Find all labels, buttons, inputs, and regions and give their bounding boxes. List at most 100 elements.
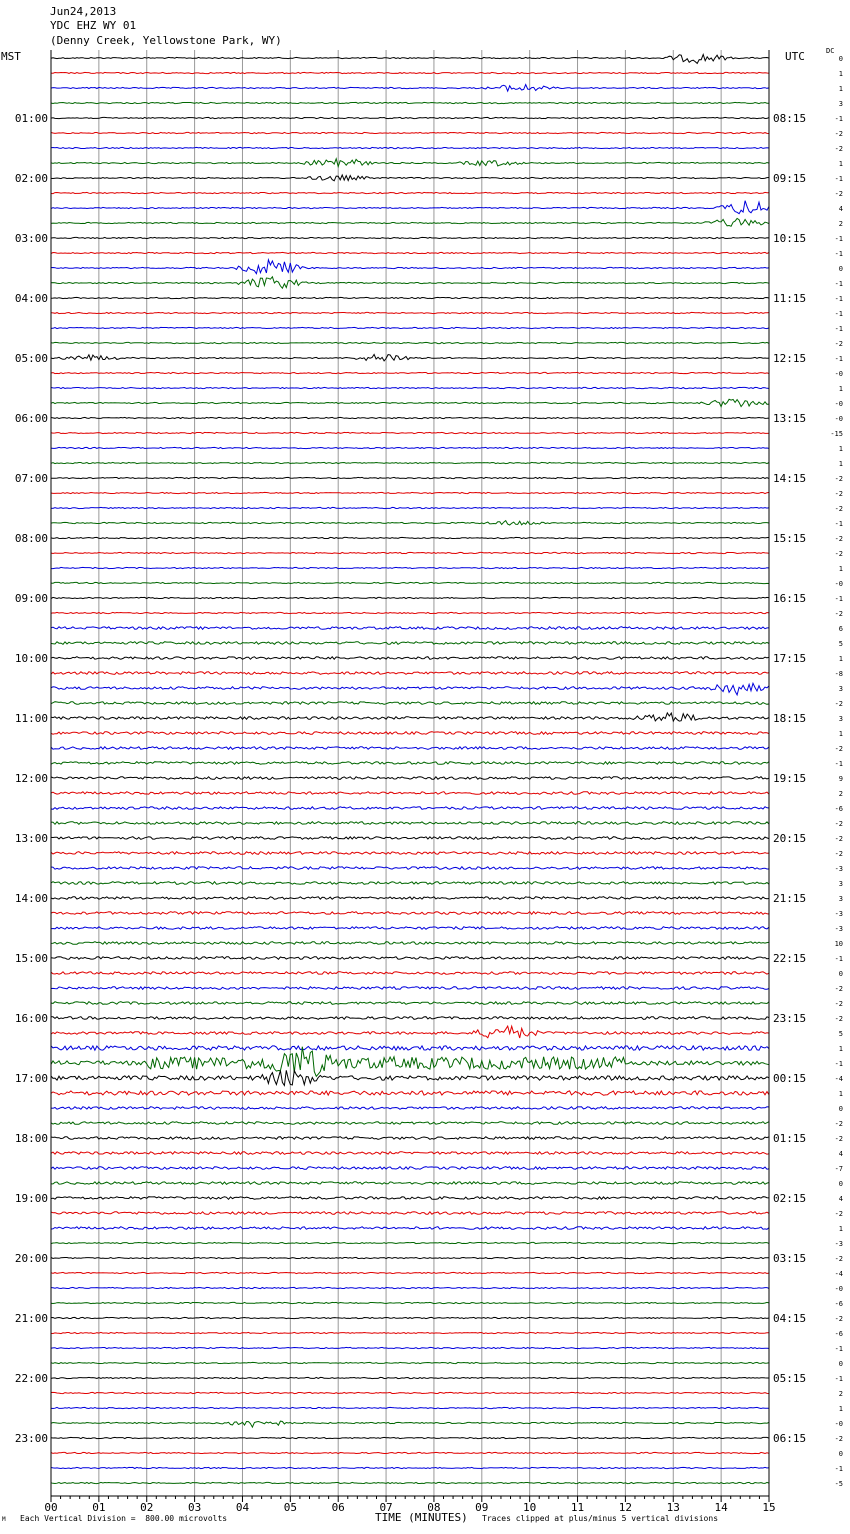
- trace-row-47: [50, 761, 770, 766]
- dc-offset-50: -6: [835, 805, 843, 813]
- trace-row-83: [50, 1301, 770, 1305]
- trace-row-81: [50, 1271, 770, 1275]
- left-time-label: 18:00: [15, 1132, 48, 1145]
- dc-offset-2: 1: [839, 85, 843, 93]
- left-time-label: 11:00: [15, 712, 48, 725]
- x-tick-label: 00: [44, 1501, 57, 1514]
- dc-offset-53: -2: [835, 850, 843, 858]
- dc-offset-87: 0: [839, 1360, 843, 1368]
- dc-offset-26: 1: [839, 445, 843, 453]
- x-tick-label: 06: [332, 1501, 345, 1514]
- trace-row-2: [50, 83, 770, 93]
- trace-row-56: [50, 896, 770, 901]
- trace-row-58: [50, 926, 770, 930]
- trace-row-39: [50, 641, 770, 645]
- dc-offset-38: 6: [839, 625, 843, 633]
- trace-row-87: [50, 1361, 770, 1365]
- left-time-label: 23:00: [15, 1432, 48, 1445]
- dc-offset-18: -1: [835, 325, 843, 333]
- left-time-label: 08:00: [15, 532, 48, 545]
- dc-offset-48: 9: [839, 775, 843, 783]
- dc-offset-67: -1: [835, 1060, 843, 1068]
- dc-offset-75: 0: [839, 1180, 843, 1188]
- right-time-label: 01:15: [773, 1132, 806, 1145]
- dc-offset-83: -6: [835, 1300, 843, 1308]
- trace-row-65: [50, 1024, 770, 1039]
- trace-row-60: [50, 956, 770, 961]
- x-tick-label: 10: [523, 1501, 536, 1514]
- trace-row-24: [50, 416, 770, 420]
- dc-offset-22: 1: [839, 385, 843, 393]
- trace-row-77: [50, 1211, 770, 1215]
- dc-offset-35: -0: [835, 580, 843, 588]
- dc-offset-43: -2: [835, 700, 843, 708]
- dc-offset-45: 1: [839, 730, 843, 738]
- dc-offset-42: 3: [839, 685, 843, 693]
- dc-offset-36: -1: [835, 595, 843, 603]
- trace-row-17: [50, 311, 770, 315]
- dc-offset-27: 1: [839, 460, 843, 468]
- trace-row-73: [50, 1150, 770, 1156]
- trace-row-42: [50, 681, 770, 697]
- trace-row-51: [50, 821, 770, 826]
- trace-row-85: [50, 1331, 770, 1335]
- dc-offset-8: -1: [835, 175, 843, 183]
- left-time-label: 16:00: [15, 1012, 48, 1025]
- trace-row-33: [50, 551, 770, 555]
- dc-offset-61: 0: [839, 970, 843, 978]
- trace-row-31: [50, 519, 770, 526]
- right-time-label: 16:15: [773, 592, 806, 605]
- dc-offset-24: -0: [835, 415, 843, 423]
- right-time-label: 08:15: [773, 112, 806, 125]
- trace-row-45: [50, 731, 770, 735]
- dc-offset-66: 1: [839, 1045, 843, 1053]
- dc-offset-31: -1: [835, 520, 843, 528]
- x-tick-label: 14: [715, 1501, 729, 1514]
- dc-offset-44: 3: [839, 715, 843, 723]
- trace-row-62: [50, 985, 770, 991]
- trace-row-71: [50, 1120, 770, 1125]
- right-time-label: 05:15: [773, 1372, 806, 1385]
- chart-date: Jun24,2013: [50, 5, 117, 18]
- right-time-label: 06:15: [773, 1432, 806, 1445]
- trace-row-70: [50, 1105, 770, 1110]
- dc-offset-7: 1: [839, 160, 843, 168]
- trace-row-21: [50, 371, 770, 375]
- left-time-label: 19:00: [15, 1192, 48, 1205]
- dc-offset-85: -6: [835, 1330, 843, 1338]
- axis-labels: 0113-1-2-21-1-242-1-10-1-1-1-1-2-1-01-0-…: [15, 55, 843, 1514]
- trace-row-93: [50, 1451, 770, 1455]
- dc-offset-47: -1: [835, 760, 843, 768]
- trace-row-63: [50, 1001, 770, 1005]
- dc-offset-71: -2: [835, 1120, 843, 1128]
- trace-row-26: [50, 446, 770, 450]
- trace-row-88: [50, 1376, 769, 1380]
- left-time-label: 15:00: [15, 952, 48, 965]
- dc-offset-49: 2: [839, 790, 843, 798]
- left-time-label: 12:00: [15, 772, 48, 785]
- dc-offset-34: 1: [839, 565, 843, 573]
- x-tick-label: 15: [762, 1501, 775, 1514]
- trace-row-34: [51, 566, 770, 570]
- left-time-label: 22:00: [15, 1372, 48, 1385]
- dc-offset-60: -1: [835, 955, 843, 963]
- trace-row-78: [50, 1225, 770, 1230]
- dc-offset-10: 4: [839, 205, 843, 213]
- trace-row-14: [50, 257, 770, 275]
- trace-row-48: [50, 776, 770, 780]
- trace-row-90: [50, 1406, 770, 1410]
- dc-offset-39: 5: [839, 640, 843, 648]
- trace-row-49: [50, 790, 770, 795]
- left-time-label: 10:00: [15, 652, 48, 665]
- left-axis-timezone: MST: [1, 50, 21, 63]
- dc-offset-41: -8: [835, 670, 843, 678]
- left-time-label: 01:00: [15, 112, 48, 125]
- x-tick-label: 07: [379, 1501, 392, 1514]
- trace-row-7: [50, 157, 770, 169]
- trace-row-59: [50, 940, 770, 945]
- dc-offset-54: -3: [835, 865, 843, 873]
- right-time-label: 22:15: [773, 952, 806, 965]
- x-tick-label: 05: [284, 1501, 297, 1514]
- dc-offset-16: -1: [835, 295, 843, 303]
- x-tick-label: 09: [475, 1501, 488, 1514]
